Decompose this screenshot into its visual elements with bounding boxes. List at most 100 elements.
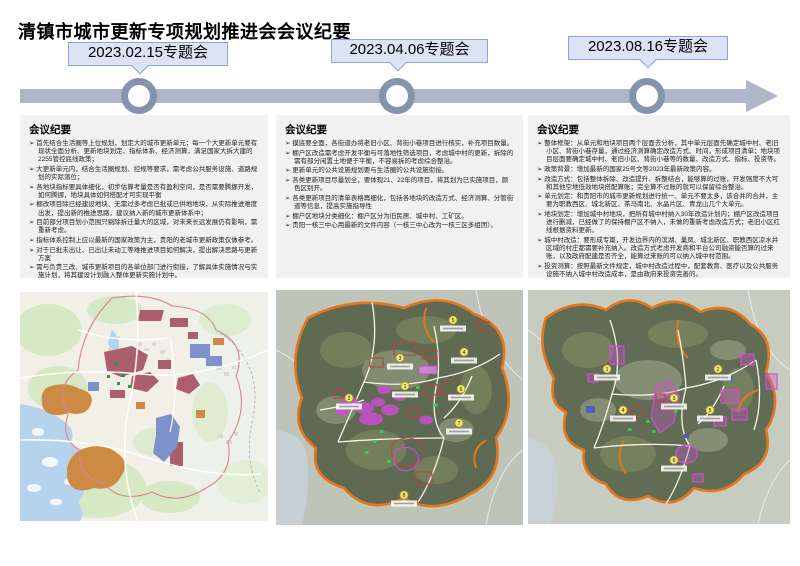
notes-bullet: 目前部分项目划小范围只剔除拆迁量大的区域，对未来长远发展仍有影响，需重新考虑。 bbox=[29, 219, 259, 235]
meeting-notes-panel-1: 会议纪要 首先结合生活圈等上位规划，划定大的城市更新单元；每一个大更新单元要有现… bbox=[20, 115, 268, 278]
unit-marker bbox=[459, 347, 469, 357]
unit-label-text-bar bbox=[454, 359, 474, 362]
map-satellite-update-units-2: 1 2 3 4 5 6 bbox=[528, 290, 790, 524]
timeline-date-label: 2023.04.06专题会 bbox=[349, 41, 470, 58]
notes-bullet: 整体框架：从单元和地块项目两个层面去分析，其中单元层面先确定城中村、老旧小区、背… bbox=[537, 140, 781, 164]
timeline-date-label: 2023.08.16专题会 bbox=[587, 38, 709, 55]
notes-bullet: 大更新单元内，结合生活圈规划、控规等要求，需考虑公共服务设施、道路规划的实际落位… bbox=[29, 166, 259, 182]
notes-bullet: 改造方式：包括整体拆除、改造提升、拆整结合，能够算的过账，开发强度不大可和其他空… bbox=[537, 176, 781, 192]
timeline-date-label: 2023.02.15专题会 bbox=[87, 44, 209, 61]
orange-boundary-detail bbox=[423, 307, 487, 469]
orange-boundary-line bbox=[541, 299, 777, 504]
unit-marker bbox=[713, 364, 723, 374]
project-outlines-red bbox=[333, 321, 490, 485]
green-bits bbox=[628, 410, 678, 433]
notes-header: 会议纪要 bbox=[285, 124, 327, 136]
notes-bullet: 棚改项目除已经建设地块、无需过多考虑已批或已供地地块，从实际推进难度出发，提出新… bbox=[29, 201, 259, 217]
timeline-arrowhead-icon bbox=[746, 80, 778, 112]
planning-map-svg bbox=[20, 292, 268, 521]
unit-label-text-bar bbox=[664, 467, 684, 470]
unit-marker-number: 1 bbox=[404, 384, 407, 390]
notes-bullet: 更新单元的公共设施规划要与生活圈的公共设施衔接。 bbox=[285, 167, 514, 175]
notes-header: 会议纪要 bbox=[537, 124, 579, 136]
unit-label-text-bar bbox=[700, 417, 720, 420]
road-network bbox=[20, 292, 268, 521]
city-boundary-line bbox=[62, 295, 242, 499]
unit-marker-number: 2 bbox=[348, 396, 351, 402]
unit-marker-number: 7 bbox=[458, 421, 461, 427]
unit-label-text-bar bbox=[664, 405, 684, 408]
unit-marker bbox=[399, 490, 409, 500]
unit-label-text-bar bbox=[708, 376, 728, 379]
map-landuse-planning bbox=[20, 292, 268, 521]
lake-area bbox=[20, 330, 120, 521]
meeting-notes-panel-2: 会议纪要 摸底要全面，各街道办将老旧小区、背街小巷项目进行核实，补充项目数量。棚… bbox=[276, 115, 523, 278]
landuse-patches-blue bbox=[88, 344, 222, 462]
timeline-node-2 bbox=[379, 78, 415, 114]
unit-marker-number: 5 bbox=[709, 408, 712, 414]
unit-marker bbox=[395, 353, 405, 363]
unit-marker bbox=[705, 405, 715, 415]
notes-bullet: 各地块指标要具体细化，初步估算考量是否有盈利空间，是否需要腾挪开发，如何腾挪，地… bbox=[29, 184, 259, 200]
unit-label-text-bar bbox=[443, 327, 463, 330]
notes-list: 首先结合生活圈等上位规划，划定大的城市更新单元；每一个大更新单元要有现状全面分析… bbox=[29, 140, 259, 278]
unit-marker-number: 3 bbox=[673, 396, 676, 402]
timeline-date-callout-3: 2023.08.16专题会 bbox=[568, 36, 728, 69]
notes-bullet: 首先结合生活圈等上位规划，划定大的城市更新单元；每一个大更新单元要有现状全面分析… bbox=[29, 140, 259, 164]
notes-bullet: 棚户区地块分类细化：棚户区分为旧民居、城中村、工矿区。 bbox=[285, 213, 514, 221]
unit-marker-number: 2 bbox=[717, 367, 720, 373]
notes-bullet: 投资测算：按照最新文件规定，城中村改造过程中，配套教育、医疗以及公共服务设施不纳… bbox=[537, 263, 781, 278]
notes-list: 摸底要全面，各街道办将老旧小区、背街小巷项目进行核实，补充项目数量。棚户区改造需… bbox=[285, 140, 514, 230]
notes-bullet: 摸底要全面，各街道办将老旧小区、背街小巷项目进行核实，补充项目数量。 bbox=[285, 140, 514, 148]
notes-bullet: 各类更新项目尽量划全，要体现21、22年的项目，将其划为已实施项目，颜色区别开。 bbox=[285, 177, 514, 193]
water-area bbox=[528, 438, 558, 524]
unit-label-text-bar bbox=[390, 365, 410, 368]
notes-bullet: 地块划定：增加城中村地块，把所有城中村纳入30年改造计划内；棚户区改造项目进行删… bbox=[537, 211, 781, 235]
unit-label-text-bar bbox=[394, 502, 414, 505]
unit-label-text-bar bbox=[613, 417, 633, 420]
red-bits bbox=[627, 393, 666, 420]
unit-marker-number: 6 bbox=[460, 387, 463, 393]
satellite-map-svg: 1 2 3 4 5 6 bbox=[528, 290, 790, 524]
notes-list: 整体框架：从单元和地块项目两个层面去分析，其中单元层面先确定城中村、老旧小区、背… bbox=[537, 140, 781, 278]
unit-marker bbox=[669, 393, 679, 403]
unit-marker-number: 4 bbox=[622, 408, 625, 414]
unit-label-text-bar bbox=[339, 405, 359, 408]
unit-label-text-bar bbox=[597, 376, 617, 379]
water-area bbox=[276, 430, 309, 525]
unit-marker bbox=[344, 393, 354, 403]
timeline-node-3 bbox=[629, 78, 665, 114]
notes-header: 会议纪要 bbox=[29, 124, 71, 136]
satellite-map-svg: 1 2 3 4 5 6 7 8 bbox=[276, 290, 523, 525]
landuse-patches-orange bbox=[41, 338, 224, 491]
unit-marker bbox=[454, 418, 464, 428]
timeline-node-1 bbox=[121, 78, 157, 114]
unit-label-text-bar bbox=[451, 396, 471, 399]
notes-bullet: 对于已批未出让、已出让未动工等难推进项目如何解决，提出解决思路与更新方案 bbox=[29, 247, 259, 263]
unit-marker-number: 3 bbox=[399, 356, 402, 362]
unit-marker-number: 4 bbox=[463, 350, 466, 356]
notes-bullet: 贵阳一核三中心用最新的文件内容（一核三中心改为一核三区多组团）。 bbox=[285, 222, 514, 230]
unit-marker-number: 8 bbox=[403, 493, 406, 499]
notes-bullet: 指标体系控制上应以最新的国家政策为主，贵阳的老城市更新政策仅做参考。 bbox=[29, 237, 259, 245]
notes-bullet: 各类更新项目的清单表格再细化，包括各地块的改造方式、经济测算、分管街道等信息，提… bbox=[285, 195, 514, 211]
admin-dashed-line bbox=[215, 329, 261, 493]
unit-marker bbox=[618, 405, 628, 415]
notes-bullet: 城中村改造：要形成专篇，开发边界内的滨湖、巢凤、城北新区、职教西区凉水井区域的村… bbox=[537, 237, 781, 261]
unit-marker-number: 1 bbox=[606, 367, 609, 373]
unit-marker bbox=[456, 384, 466, 394]
unit-marker bbox=[669, 455, 679, 465]
unit-markers-layer: 1 2 3 4 5 6 bbox=[594, 364, 731, 472]
unit-label-text-bar bbox=[449, 430, 469, 433]
unit-marker-number: 5 bbox=[452, 318, 455, 324]
unit-marker bbox=[400, 381, 410, 391]
notes-bullet: 政策背景：增加最新的国家25号文等2023年最新政策内容。 bbox=[537, 166, 781, 174]
notes-bullet: 单元划定：和贵阳市的城市更新规划进行统一、单元不要太多，该合并的合并，主要为职教… bbox=[537, 193, 781, 209]
page-title: 清镇市城市更新专项规划推进会会议纪要 bbox=[18, 22, 351, 43]
renewal-outline-magenta bbox=[393, 446, 420, 472]
unit-marker-number: 6 bbox=[673, 458, 676, 464]
notes-bullet: 需与负责三改、城市更新项目的各单位部门进行衔接，了解具体实施情况与实施计划，将其… bbox=[29, 264, 259, 278]
orange-boundary-line bbox=[293, 298, 511, 508]
unit-label-text-bar bbox=[395, 393, 415, 396]
